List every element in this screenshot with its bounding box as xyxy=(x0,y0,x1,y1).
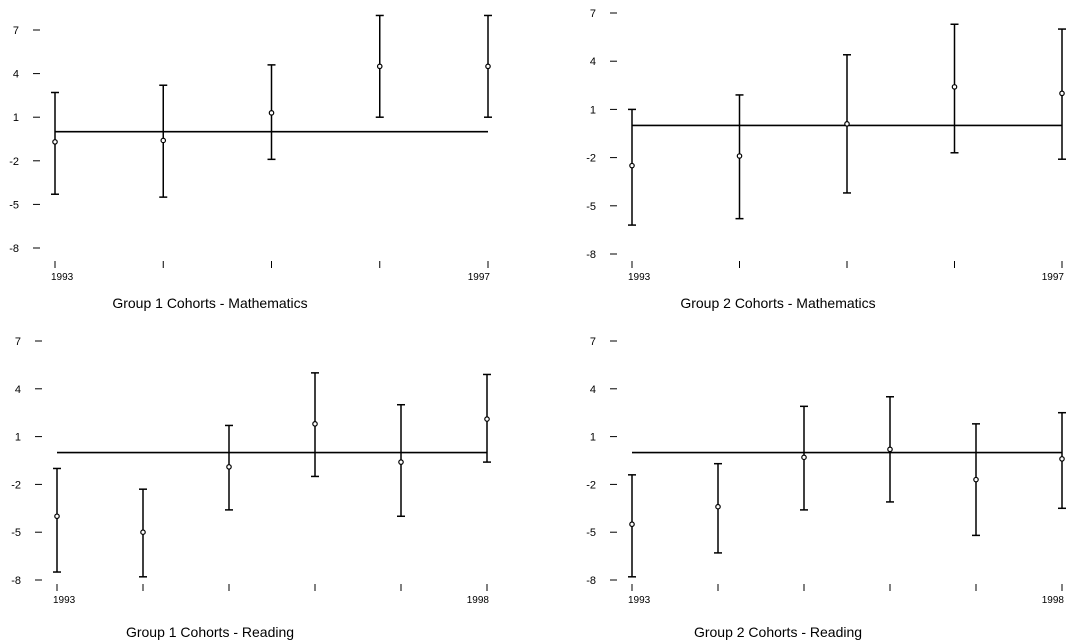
y-tick-label: -8 xyxy=(586,575,596,587)
y-tick-label: -8 xyxy=(9,243,19,255)
data-point xyxy=(484,416,490,422)
data-point xyxy=(629,521,635,528)
y-tick-label: -5 xyxy=(586,201,596,213)
y-tick-label: -8 xyxy=(586,249,596,261)
y-tick-label: 1 xyxy=(590,432,596,444)
x-tick-label: 1998 xyxy=(467,595,490,606)
x-tick-label: 1997 xyxy=(1042,272,1065,283)
y-tick-label: -2 xyxy=(11,479,21,491)
y-tick-label: 1 xyxy=(13,112,19,124)
y-tick-label: -2 xyxy=(586,479,596,491)
data-point xyxy=(715,503,721,510)
x-tick-label: 1993 xyxy=(53,595,76,606)
data-point xyxy=(736,153,743,159)
x-tick-label: 1997 xyxy=(468,272,491,283)
y-tick-label: 1 xyxy=(590,104,596,116)
chart-panel-1: 7 4 1 -2 -5 -8 1993 1997 Group 1 Cohorts - Mathe… xyxy=(9,14,492,311)
data-point xyxy=(226,464,232,470)
y-tick-label: 4 xyxy=(13,69,19,81)
data-point xyxy=(140,529,146,536)
y-tick-label: 7 xyxy=(590,336,596,348)
x-tick-label: 1993 xyxy=(51,272,74,283)
y-tick-label: -5 xyxy=(586,527,596,539)
data-point xyxy=(1059,456,1065,462)
chart-panel-4: 7 4 1 -2 -5 -8 1993 1998 Group 2 Cohorts - Readi… xyxy=(586,336,1066,640)
data-point xyxy=(52,139,58,145)
x-tick-label: 1993 xyxy=(628,595,651,606)
data-point xyxy=(54,513,60,520)
y-tick-label: -8 xyxy=(11,575,21,587)
y-tick-label: -2 xyxy=(9,156,19,168)
chart-title: Group 1 Cohorts - Mathematics xyxy=(112,295,307,311)
y-tick-label: 4 xyxy=(590,384,596,396)
y-tick-label: -5 xyxy=(11,527,21,539)
chart-panel-2: 7 4 1 -2 -5 -8 1993 1997 Group 2 Cohorts - Mathe… xyxy=(586,8,1066,311)
y-tick-label: -5 xyxy=(9,199,19,211)
data-point xyxy=(376,63,383,70)
data-point xyxy=(160,137,167,144)
chart-title: Group 2 Cohorts - Reading xyxy=(694,624,862,640)
x-tick-label: 1998 xyxy=(1042,595,1065,606)
data-point xyxy=(398,459,404,465)
data-point xyxy=(801,454,807,461)
y-tick-label: 4 xyxy=(15,384,21,396)
y-tick-label: 7 xyxy=(590,8,596,20)
data-point xyxy=(951,84,958,90)
data-point xyxy=(844,121,850,127)
y-tick-label: 4 xyxy=(590,56,596,68)
data-point xyxy=(312,421,318,427)
y-tick-label: -2 xyxy=(586,153,596,165)
chart-title: Group 2 Cohorts - Mathematics xyxy=(680,295,875,311)
data-point xyxy=(973,476,979,483)
chart-panel-3: 7 4 1 -2 -5 -8 1993 1998 Group 1 Cohorts - Readi… xyxy=(11,336,491,640)
y-tick-label: 7 xyxy=(13,25,19,37)
data-point xyxy=(887,446,893,453)
data-point xyxy=(629,162,635,169)
data-point xyxy=(268,110,275,116)
data-point xyxy=(485,63,491,70)
chart-title: Group 1 Cohorts - Reading xyxy=(126,624,294,640)
x-tick-label: 1993 xyxy=(628,272,651,283)
data-point xyxy=(1059,90,1065,97)
y-tick-label: 1 xyxy=(15,432,21,444)
y-tick-label: 7 xyxy=(15,336,21,348)
